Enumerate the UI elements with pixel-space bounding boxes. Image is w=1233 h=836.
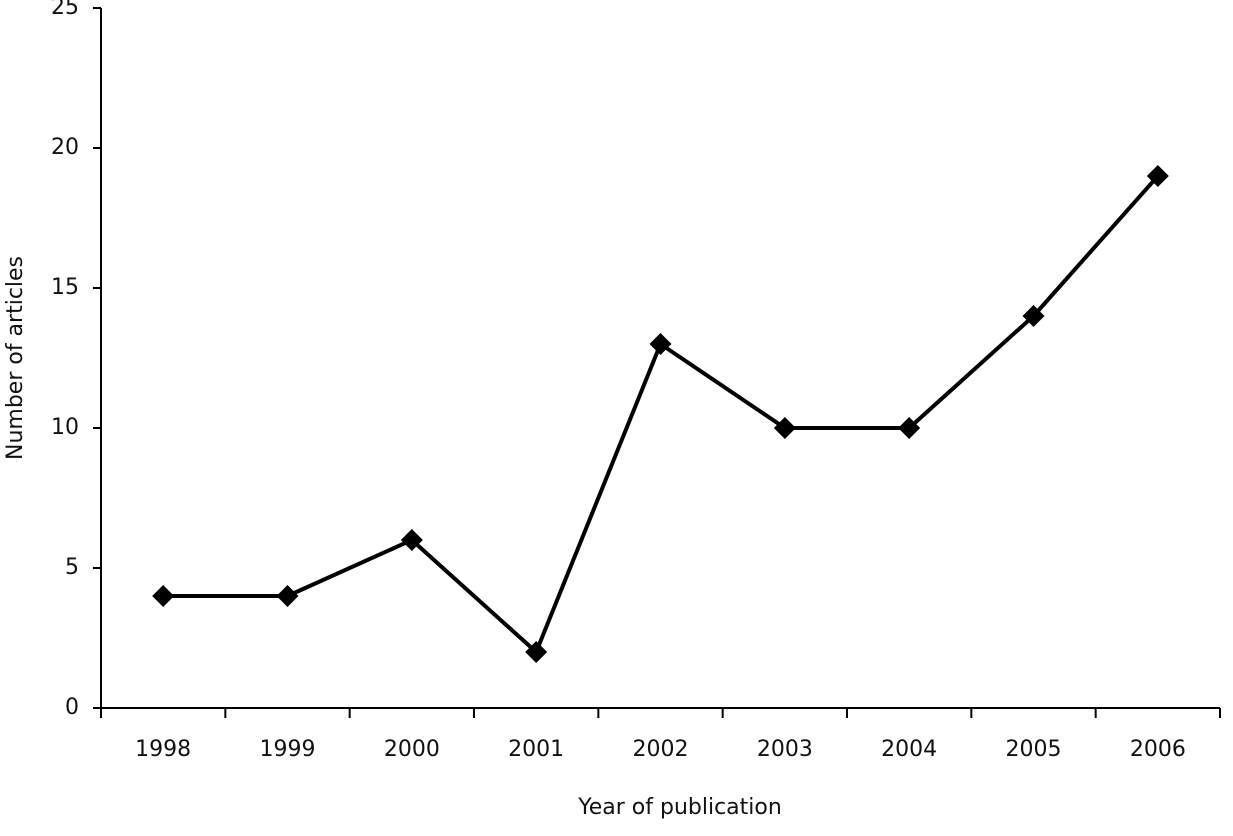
marker xyxy=(400,529,423,551)
y-tick-label: 25 xyxy=(51,0,79,20)
line xyxy=(163,174,1160,654)
marker xyxy=(898,417,921,439)
x-tick-label: 2006 xyxy=(1130,737,1186,762)
y-tick-label: 20 xyxy=(51,135,79,160)
marker xyxy=(1022,305,1045,327)
y-tick-label: 15 xyxy=(51,275,79,300)
x-tick-label: 2001 xyxy=(508,737,564,762)
x-tick-label: 1998 xyxy=(135,737,191,762)
marker xyxy=(649,333,672,355)
marker xyxy=(525,641,548,663)
marker xyxy=(1146,165,1169,187)
x-tick-label: 2002 xyxy=(633,737,689,762)
x-axis-label: Year of publication xyxy=(577,795,782,820)
x-tick-label: 2000 xyxy=(384,737,440,762)
y-tick-label: 0 xyxy=(65,695,79,720)
x-tick-label: 1999 xyxy=(260,737,316,762)
y-tick-label: 10 xyxy=(51,415,79,440)
marker xyxy=(276,585,299,607)
marker xyxy=(152,585,175,607)
x-tick-label: 2003 xyxy=(757,737,813,762)
x-tick-label: 2005 xyxy=(1006,737,1062,762)
marker xyxy=(773,417,796,439)
y-axis-label: Number of articles xyxy=(3,256,28,460)
x-tick-label: 2004 xyxy=(881,737,937,762)
y-tick-label: 5 xyxy=(65,555,79,580)
